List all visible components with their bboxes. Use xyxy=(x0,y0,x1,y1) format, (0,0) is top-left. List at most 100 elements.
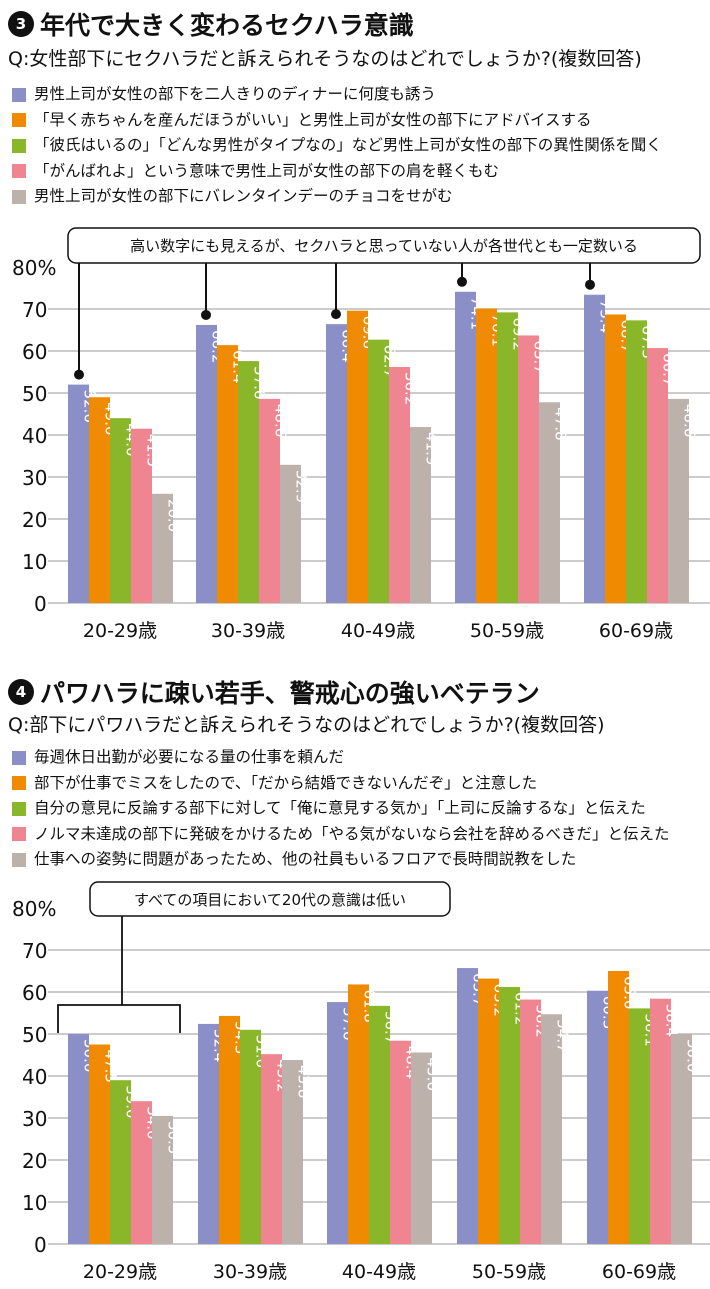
legend-swatch xyxy=(12,776,26,791)
y-tick-label: 50 xyxy=(22,382,47,406)
bar xyxy=(131,428,152,603)
data-label: 50.0 xyxy=(684,1039,702,1072)
bar xyxy=(647,348,668,603)
y-tick-label: 0 xyxy=(34,592,47,616)
data-label: 56.2 xyxy=(402,372,420,405)
bar xyxy=(497,312,518,603)
legend-label: 「早く赤ちゃんを産んだほうがいい」と男性上司が女性の部下にアドバイスする xyxy=(34,110,592,129)
bar xyxy=(68,1034,89,1244)
legend-swatch xyxy=(12,138,26,153)
bar xyxy=(608,971,629,1244)
data-label: 43.8 xyxy=(295,1065,313,1098)
legend-label: 仕事への姿勢に問題があったため、他の社員もいるフロアで長時間説教をした xyxy=(34,850,577,868)
legend-swatch xyxy=(12,750,26,765)
data-label: 48.6 xyxy=(681,404,699,437)
legend-swatch xyxy=(12,189,26,204)
data-label: 65.0 xyxy=(621,976,639,1009)
legend-swatch xyxy=(12,87,26,102)
legend-label: 「がんばれよ」という意味で男性上司が女性の部下の肩を軽くもむ xyxy=(34,161,500,180)
data-label: 56.7 xyxy=(382,1011,400,1044)
y-tick-label: 80% xyxy=(12,256,56,280)
legend-swatch xyxy=(12,852,26,867)
chart-title-text: 年代で大きく変わるセクハラ意識 xyxy=(40,11,414,40)
bar xyxy=(518,335,539,603)
chart-question: Q:部下にパワハラだと訴えられそうなのはどれでしょうか?(複数回答) xyxy=(8,714,605,736)
y-tick-label: 10 xyxy=(22,550,47,574)
y-tick-label: 60 xyxy=(22,981,47,1005)
bar xyxy=(668,398,689,603)
legend-item: 男性上司が女性の部下にバレンタインデーのチョコをせがむ xyxy=(8,184,662,210)
bar xyxy=(499,986,520,1244)
bar xyxy=(261,1054,282,1244)
legend: 毎週休日出勤が必要になる量の仕事を頼んだ部下が仕事でミスをしたので、「だから結婚… xyxy=(8,745,670,873)
annotation-text: すべての項目において20代の意識は低い xyxy=(134,891,406,909)
y-tick-label: 40 xyxy=(22,1065,47,1089)
annotation-dot xyxy=(585,279,595,290)
legend-item: 「彼氏はいるの」「どんな男性がタイプなの」など男性上司が女性の部下の異性関係を聞… xyxy=(8,133,662,159)
legend-label: 男性上司が女性の部下を二人きりのディナーに何度も誘う xyxy=(34,85,436,103)
legend-item: ノルマ未達成の部下に発破をかけるため「やる気がないなら会社を辞めるべきだ」と伝え… xyxy=(8,822,670,848)
legend-label: 毎週休日出勤が必要になる量の仕事を頼んだ xyxy=(34,748,345,766)
data-label: 47.5 xyxy=(102,1050,120,1083)
data-label: 41.5 xyxy=(144,434,162,467)
data-label: 47.8 xyxy=(552,407,570,440)
x-tick-label: 50-59歳 xyxy=(470,620,544,642)
y-tick-label: 40 xyxy=(22,424,47,448)
bar xyxy=(584,294,605,603)
data-label: 57.6 xyxy=(251,366,269,399)
bar xyxy=(369,1005,390,1244)
x-tick-label: 30-39歳 xyxy=(211,620,285,642)
section-number: 3 xyxy=(8,11,34,37)
y-tick-label: 60 xyxy=(22,340,47,364)
annotation-bracket xyxy=(57,916,181,1033)
y-tick-label: 0 xyxy=(34,1233,47,1257)
data-label: 48.6 xyxy=(272,404,290,437)
data-label: 41.9 xyxy=(423,432,441,465)
bar xyxy=(650,998,671,1244)
bar xyxy=(326,324,347,603)
bar xyxy=(219,1015,240,1244)
x-tick-label: 60-69歳 xyxy=(602,1261,676,1283)
annotation-text: 高い数字にも見えるが、セクハラと思っていない人が各世代とも一定数いる xyxy=(130,237,638,255)
data-label: 32.9 xyxy=(293,470,311,503)
bar xyxy=(390,1040,411,1244)
y-tick-label: 30 xyxy=(22,1107,47,1131)
chart-title: 4 パワハラに疎い若手、警戒心の強いベテラン xyxy=(8,674,540,710)
bar xyxy=(282,1060,303,1244)
data-label: 45.6 xyxy=(424,1057,442,1090)
legend: 男性上司が女性の部下を二人きりのディナーに何度も誘う「早く赤ちゃんを産んだほうが… xyxy=(8,82,662,210)
data-label: 54.7 xyxy=(554,1019,572,1052)
legend-swatch xyxy=(12,827,26,842)
legend-label: 男性上司が女性の部下にバレンタインデーのチョコをせがむ xyxy=(34,187,453,205)
annotation-dot xyxy=(74,369,84,380)
annotation-box xyxy=(67,227,701,264)
bar xyxy=(410,427,431,603)
legend-item: 男性上司が女性の部下を二人きりのディナーに何度も誘う xyxy=(8,82,662,108)
bar xyxy=(68,384,89,603)
y-tick-label: 70 xyxy=(22,298,47,322)
annotation-box xyxy=(89,881,451,917)
y-tick-label: 50 xyxy=(22,1023,47,1047)
legend-item: 「がんばれよ」という意味で男性上司が女性の部下の肩を軽くもむ xyxy=(8,159,662,185)
annotation-dot xyxy=(331,309,341,320)
data-label: 26.0 xyxy=(165,499,183,532)
y-tick-label: 20 xyxy=(22,508,47,532)
bar xyxy=(520,999,541,1244)
bar xyxy=(539,402,560,603)
data-label: 60.7 xyxy=(660,353,678,386)
bar xyxy=(89,397,110,603)
bar xyxy=(259,398,280,603)
data-label: 30.5 xyxy=(165,1121,183,1154)
y-tick-label: 80% xyxy=(12,897,56,921)
legend-item: 「早く赤ちゃんを産んだほうがいい」と男性上司が女性の部下にアドバイスする xyxy=(8,108,662,134)
bar xyxy=(629,1008,650,1244)
bar xyxy=(411,1052,432,1244)
x-tick-label: 40-49歳 xyxy=(342,1261,416,1283)
bar xyxy=(110,418,131,603)
annotation-dot xyxy=(201,309,211,320)
bar xyxy=(347,310,368,603)
y-tick-label: 30 xyxy=(22,466,47,490)
data-label: 63.7 xyxy=(531,340,549,373)
legend-item: 部下が仕事でミスをしたので、「だから結婚できないんだぞ」と注意した xyxy=(8,771,670,797)
legend-swatch xyxy=(12,164,26,179)
